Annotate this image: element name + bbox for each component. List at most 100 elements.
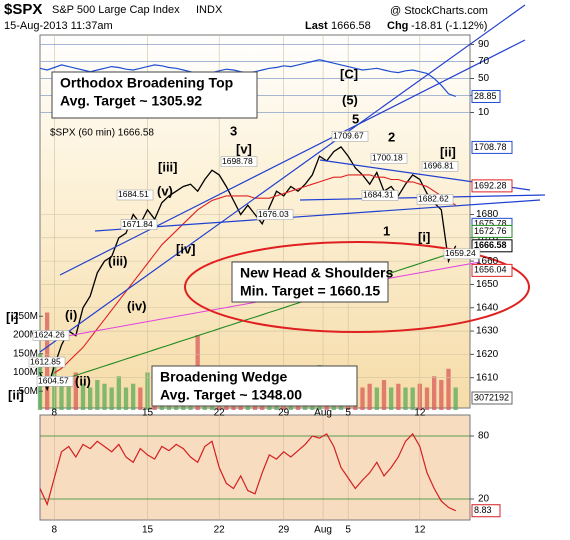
volume-bar	[123, 387, 129, 410]
volume-bar	[374, 387, 379, 410]
point-label: 1700.18	[372, 153, 403, 163]
wave-label: (i)	[65, 307, 77, 322]
volume-bar	[381, 380, 387, 410]
volume-bar	[88, 387, 93, 410]
y-tick-label: 1650	[476, 279, 499, 290]
volume-bar	[432, 376, 437, 410]
x-tick-label: 15	[142, 525, 154, 536]
volume-bar	[131, 383, 136, 410]
volume-bar	[116, 376, 121, 410]
trend-line	[94, 199, 541, 232]
value-tag: 3072192	[474, 392, 509, 402]
wave-label: (5)	[342, 92, 358, 107]
point-label: 1684.31	[363, 190, 394, 200]
y-tick-label: 1610	[476, 372, 499, 383]
wave-label: [v]	[236, 141, 252, 156]
y-tick-label: 100M	[13, 367, 38, 378]
annotation-text: New Head & Shoulders	[240, 265, 393, 281]
volume-bar	[95, 380, 100, 410]
volume-bar	[424, 387, 430, 410]
y-tick-label: 1670	[476, 232, 499, 243]
price-tag-box	[471, 140, 513, 154]
volume-bar	[138, 387, 143, 410]
y-tick-label: 10	[478, 107, 490, 118]
wave-label: [i]	[6, 309, 18, 324]
y-tick-label: 20	[478, 494, 490, 505]
volume-bar	[109, 387, 114, 410]
price-tag: 1656.04	[474, 265, 507, 275]
point-label: 1676.03	[258, 209, 289, 219]
annotation-box	[51, 71, 258, 119]
y-tick-label: 90	[478, 39, 490, 50]
y-tick-label: 70	[478, 56, 490, 67]
point-label: 1682.62	[418, 194, 449, 204]
wave-label: 2	[388, 129, 395, 144]
point-label-box	[116, 189, 154, 201]
annotation-text: Orthodox Broadening Top	[60, 75, 233, 91]
volume-bar	[66, 380, 71, 410]
series-line	[39, 432, 456, 512]
exchange: INDX	[196, 4, 223, 16]
point-label-box	[256, 209, 294, 221]
annotation-text: Avg. Target ~ 1348.00	[160, 387, 302, 403]
x-tick-label: 5	[345, 525, 351, 536]
annotation-text: Broadening Wedge	[160, 369, 288, 385]
volume-bar	[389, 387, 394, 410]
volume-bar	[80, 383, 86, 410]
price-tag-box	[471, 179, 513, 193]
series-name: $SPX (60 min) 1666.58	[50, 128, 154, 139]
price-tag: 1708.78	[474, 142, 507, 152]
point-label: 1671.84	[122, 219, 153, 229]
wave-label: (iii)	[108, 253, 128, 268]
value-tag-box	[471, 504, 501, 518]
y-tick-label: 50M	[19, 386, 38, 397]
point-label: 1709.67	[333, 131, 364, 141]
y-tick-label: 1630	[476, 326, 499, 337]
x-tick-label: Aug	[314, 525, 332, 536]
wave-label: [ii]	[8, 387, 24, 402]
x-tick-label: 29	[278, 408, 290, 419]
series-line	[39, 146, 457, 392]
point-label: 1624.26	[34, 330, 65, 340]
volume-bar	[396, 383, 401, 410]
date: 15-Aug-2013 11:37am	[4, 20, 113, 32]
point-label: 1684.51	[118, 189, 149, 199]
point-label: 1696.81	[423, 161, 454, 171]
price-tag: 1672.76	[474, 226, 507, 236]
wave-label: (ii)	[75, 373, 91, 388]
change-value: -18.81 (-1.12%)	[411, 20, 487, 32]
y-tick-label: 1620	[476, 349, 499, 360]
price-tag-box	[471, 263, 513, 277]
volume-bar	[410, 387, 415, 410]
volume-bar	[73, 372, 78, 410]
wave-label: 1	[383, 223, 390, 238]
symbol: $SPX	[4, 1, 42, 18]
x-tick-label: 8	[52, 408, 58, 419]
point-label-box	[361, 190, 399, 201]
volume-bar	[446, 368, 451, 410]
point-label-box	[32, 330, 70, 341]
last-label: Last	[305, 20, 328, 32]
last-price-tag: 1666.58	[474, 240, 507, 250]
annotation-box	[231, 261, 389, 303]
wave-label: [iii]	[158, 159, 178, 174]
volume-bar	[59, 376, 64, 410]
annotation-box	[151, 365, 358, 407]
y-tick-label: 200M	[13, 330, 38, 341]
last-price-box	[471, 239, 513, 253]
point-label-box	[28, 356, 66, 368]
point-label-box	[220, 156, 258, 167]
volume-bar	[453, 387, 458, 410]
wave-label: [C]	[340, 66, 358, 81]
volume-bar	[367, 383, 372, 410]
value-tag: 28.85	[474, 91, 497, 101]
y-tick-label: 250M	[13, 311, 38, 322]
wave-label: 5	[352, 111, 359, 126]
price-tag-box	[471, 224, 513, 238]
x-tick-label: 12	[414, 408, 426, 419]
annotation-text: Avg. Target ~ 1305.92	[60, 93, 202, 109]
x-tick-label: 8	[52, 525, 58, 536]
point-label-box	[36, 376, 74, 387]
point-label-box	[120, 219, 158, 230]
